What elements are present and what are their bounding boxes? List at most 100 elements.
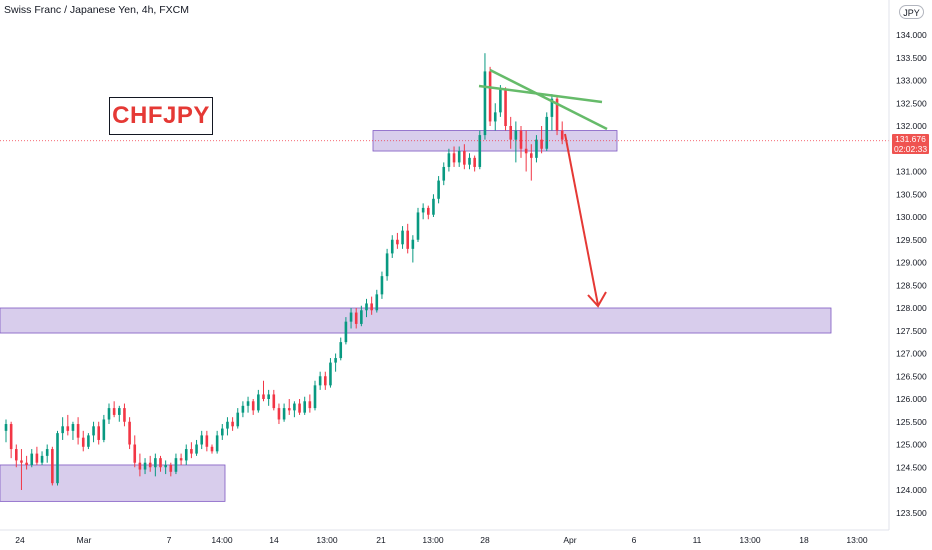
candle-body: [416, 212, 420, 240]
candle-body: [432, 198, 435, 215]
chart-title: Swiss Franc / Japanese Yen, 4h, FXCM: [4, 4, 190, 16]
price-tick-label: 132.000: [896, 121, 927, 131]
currency-badge[interactable]: JPY: [899, 5, 924, 19]
sr-zone: [0, 464, 226, 502]
time-tick-label: 18: [799, 535, 809, 545]
candle-body: [437, 180, 440, 199]
candle-body: [478, 135, 482, 167]
candle-body: [262, 394, 265, 399]
candle-body: [324, 376, 327, 386]
candle-body: [277, 408, 281, 420]
candle-body: [92, 426, 95, 436]
candle-body: [195, 444, 198, 454]
candle-body: [4, 424, 8, 431]
symbol-annotation[interactable]: CHFJPY: [109, 97, 213, 135]
candle-body: [349, 312, 353, 322]
price-tick-label: 124.000: [896, 485, 927, 495]
price-tick-label: 126.500: [896, 371, 927, 381]
candle-body: [45, 449, 49, 456]
candle-body: [375, 294, 379, 311]
candle-body: [154, 458, 157, 468]
candle-body: [524, 148, 528, 154]
candle-body: [231, 421, 234, 427]
candle-body: [35, 453, 39, 463]
candle-body: [406, 230, 409, 249]
candle-body: [128, 421, 131, 445]
candle-body: [293, 403, 296, 411]
candle-body: [71, 424, 75, 431]
price-tick-label: 134.000: [896, 30, 927, 40]
zones-layer: [0, 130, 832, 502]
candle-body: [313, 385, 317, 409]
candle-body: [138, 462, 142, 470]
time-axis: 24 Mar 7 14:00 14 13:00 21 13:00 28 Apr 6 11 13:00 18…: [0, 529, 889, 545]
time-tick-label: 6: [632, 535, 637, 545]
time-tick-label: 21: [376, 535, 386, 545]
current-price-value: 131.676: [895, 134, 926, 144]
candle-body: [76, 424, 80, 438]
candle-body: [519, 130, 523, 149]
candle-body: [447, 153, 451, 167]
price-tick-label: 128.500: [896, 280, 927, 290]
time-tick-label: 13:00: [739, 535, 761, 545]
candle-body: [463, 151, 466, 165]
drawings-layer: [0, 68, 889, 308]
candle-body: [282, 408, 286, 420]
price-tick-label: 133.000: [896, 76, 927, 86]
time-tick-label: 13:00: [316, 535, 338, 545]
price-tick-label: 132.500: [896, 98, 927, 108]
candle-body: [66, 426, 70, 431]
price-tick-label: 130.000: [896, 212, 927, 222]
candle-body: [452, 153, 456, 163]
candle-body: [246, 401, 250, 406]
candle-body: [40, 455, 44, 463]
candle-body: [25, 462, 28, 465]
candle-body: [107, 408, 111, 420]
candle-body: [499, 89, 502, 113]
price-tick-label: 129.000: [896, 258, 927, 268]
candle-body: [380, 276, 384, 295]
price-tick-label: 125.500: [896, 417, 927, 427]
candle-body: [221, 428, 224, 436]
candle-body: [298, 403, 301, 413]
candle-body: [530, 153, 533, 158]
candle-body: [15, 449, 18, 461]
time-tick-label: 14: [269, 535, 279, 545]
price-tick-label: 124.500: [896, 462, 927, 472]
candle-body: [473, 157, 476, 167]
candle-body: [344, 321, 348, 343]
candle-body: [483, 71, 487, 136]
candle-body: [215, 435, 219, 452]
candle-body: [555, 98, 559, 131]
price-tick-label: 129.500: [896, 235, 927, 245]
candle-body: [308, 401, 312, 409]
candle-body: [9, 424, 13, 450]
candle-body: [56, 433, 59, 484]
candle-body: [468, 157, 471, 165]
price-tick-label: 127.000: [896, 349, 927, 359]
time-tick-label: 13:00: [422, 535, 444, 545]
candle-body: [540, 139, 543, 149]
candle-body: [123, 408, 126, 422]
candle-body: [190, 449, 193, 454]
candle-body: [61, 426, 64, 434]
candle-body: [236, 412, 240, 427]
candle-body: [535, 139, 538, 158]
candle-body: [241, 405, 245, 413]
time-tick-label: 28: [480, 535, 490, 545]
trendline-upper: [489, 68, 608, 131]
time-tick-label: 11: [693, 535, 702, 545]
forecast-arrow-shaft: [564, 133, 599, 306]
price-tick-label: 126.000: [896, 394, 927, 404]
candle-body: [257, 394, 260, 411]
candle-body: [354, 312, 358, 324]
time-tick-label: 7: [167, 535, 172, 545]
price-tick-label: 123.500: [896, 508, 927, 518]
time-tick-label: 13:00: [846, 535, 868, 545]
price-axis: 123.500 124.000 124.500 125.000 125.500 126.0…: [888, 0, 927, 530]
candle-body: [488, 71, 492, 122]
candle-body: [200, 435, 203, 445]
candle-body: [179, 458, 183, 461]
